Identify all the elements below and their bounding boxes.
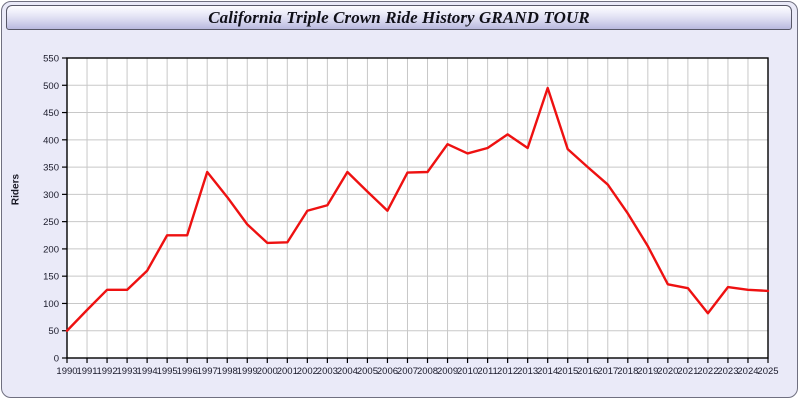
y-axis-tick-label: 250 (43, 217, 59, 228)
plot-background (67, 58, 768, 358)
y-axis-tick-label: 300 (43, 190, 59, 201)
x-axis-tick-label: 2004 (337, 366, 358, 377)
x-axis-tick-label: 2023 (717, 366, 738, 377)
x-axis-tick-label: 2022 (697, 366, 718, 377)
y-axis-tick-label: 400 (43, 135, 59, 146)
x-axis-tick-label: 1993 (117, 366, 138, 377)
x-axis-tick-label: 1998 (217, 366, 238, 377)
x-axis-tick-label: 2012 (497, 366, 518, 377)
x-axis-tick-label: 2015 (557, 366, 578, 377)
y-axis-tick-label: 100 (43, 299, 59, 310)
x-axis-tick-label: 2025 (757, 366, 778, 377)
y-axis-tick-label: 0 (54, 354, 59, 365)
y-axis-tick-label: 500 (43, 81, 59, 92)
x-axis-tick-label: 2019 (637, 366, 658, 377)
x-axis-tick-label: 2011 (477, 366, 497, 377)
plot-border (66, 57, 769, 359)
y-axis-tick-label: 350 (43, 163, 59, 174)
x-axis-tick-label: 2013 (517, 366, 538, 377)
x-axis-tick-label: 2003 (317, 366, 338, 377)
page-title: California Triple Crown Ride History GRA… (208, 7, 590, 27)
y-axis-tick-label: 200 (43, 244, 59, 255)
x-axis-tick-label: 2016 (577, 366, 598, 377)
x-axis-tick-label: 1992 (96, 366, 117, 377)
data-series-line (65, 86, 770, 332)
x-axis-tick-label: 2008 (417, 366, 438, 377)
x-axis-tick-label: 2007 (397, 366, 418, 377)
plot-area: Riders 0 50 100 150 200 250 300 350 400 450 500 550… (0, 34, 800, 400)
x-axis-tick-label: 1997 (197, 366, 218, 377)
x-axis-tick-label: 2010 (457, 366, 478, 377)
y-axis-tick-label: 550 (43, 54, 59, 65)
x-axis-tick-label: 1994 (137, 366, 158, 377)
y-axis-tick-label: 450 (43, 108, 59, 119)
line-chart: 0501001502002503003504004505005501990199… (43, 54, 778, 378)
x-axis-tick-label: 1996 (177, 366, 198, 377)
title-bar: California Triple Crown Ride History GRA… (6, 5, 792, 30)
y-axis-tick-label: 150 (43, 272, 59, 283)
x-axis-tick-label: 2017 (597, 366, 618, 377)
y-axis-tick-label: 50 (48, 326, 59, 337)
x-axis-tick-label: 1999 (237, 366, 258, 377)
x-axis-tick-label: 2024 (737, 366, 758, 377)
x-axis-tick-label: 2002 (297, 366, 318, 377)
x-axis-tick-label: 1991 (76, 366, 97, 377)
x-axis-tick-label: 2014 (537, 366, 558, 377)
x-axis-tick-label: 2000 (257, 366, 278, 377)
x-axis-tick-label: 2021 (677, 366, 698, 377)
x-axis-tick-label: 1990 (56, 366, 77, 377)
x-axis-tick-label: 2001 (277, 366, 298, 377)
x-axis-tick-label: 2005 (357, 366, 378, 377)
x-axis-tick-label: 2018 (617, 366, 638, 377)
x-axis-tick-label: 1995 (157, 366, 178, 377)
x-axis-tick-label: 2009 (437, 366, 458, 377)
x-axis-tick-label: 2020 (657, 366, 678, 377)
x-axis-tick-label: 2006 (377, 366, 398, 377)
